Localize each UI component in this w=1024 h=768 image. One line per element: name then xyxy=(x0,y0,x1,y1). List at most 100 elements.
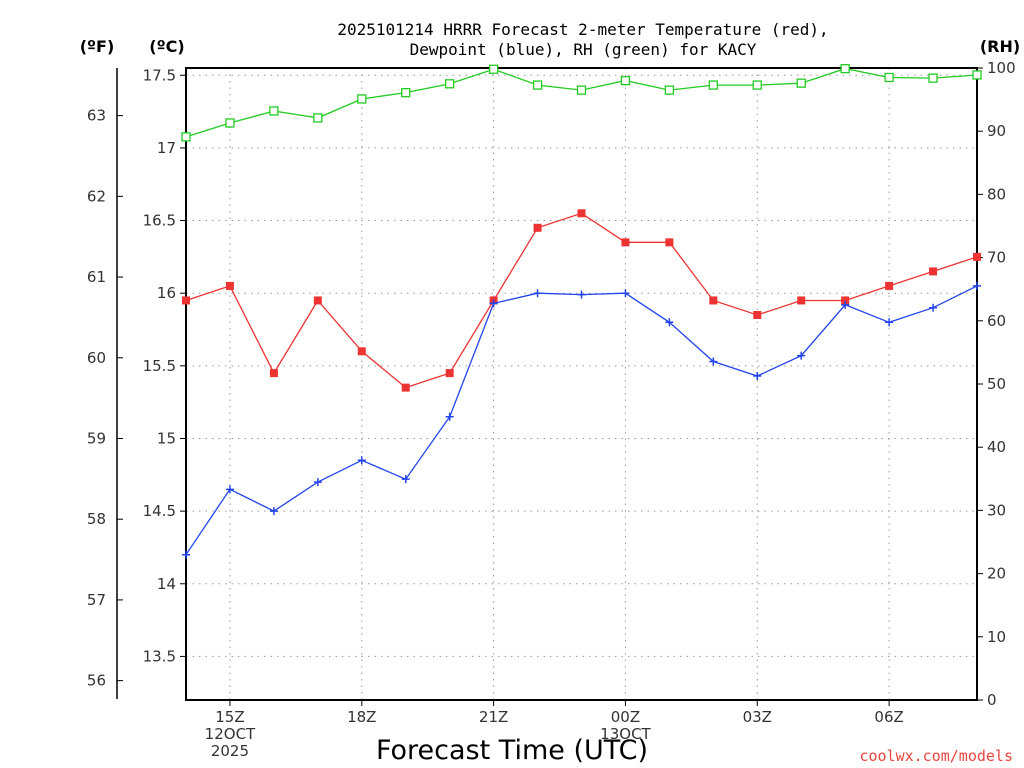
dewpoint-point xyxy=(665,318,674,327)
chart-title-line-1: 2025101214 HRRR Forecast 2-meter Tempera… xyxy=(337,20,828,39)
dewpoint-point xyxy=(357,456,366,465)
rh-tick-label: 60 xyxy=(987,312,1006,330)
celsius-tick-label: 15.5 xyxy=(143,357,176,375)
dewpoint-point xyxy=(885,318,894,327)
dewpoint-point xyxy=(269,507,278,516)
temperature-point xyxy=(269,369,278,378)
rh-tick-label: 10 xyxy=(987,628,1006,646)
fahrenheit-tick-label: 60 xyxy=(87,349,106,367)
dewpoint-point xyxy=(973,281,981,290)
rh-series xyxy=(181,63,982,142)
dewpoint-point xyxy=(577,290,586,299)
temperature-point xyxy=(621,238,630,247)
rh-point xyxy=(796,78,806,88)
dewpoint-point xyxy=(401,475,410,484)
time-tick-label: 03Z xyxy=(743,708,772,726)
dewpoint-point xyxy=(445,412,454,421)
plot-frame xyxy=(185,67,978,701)
time-tick-label: 00Z xyxy=(611,708,640,726)
rh-point xyxy=(620,75,631,86)
dewpoint-point xyxy=(313,478,322,487)
temperature-series xyxy=(182,209,981,392)
rh-point xyxy=(752,80,762,90)
rh-tick-label: 90 xyxy=(987,122,1006,140)
time-tick-label: 13OCT xyxy=(600,725,651,743)
celsius-tick-label: 16 xyxy=(157,284,176,302)
temperature-point xyxy=(753,310,762,319)
credit-text: coolwx.com/models xyxy=(859,747,1013,765)
time-tick-label: 15Z xyxy=(215,708,244,726)
temperature-point xyxy=(401,383,410,392)
rh-point xyxy=(269,106,279,116)
rh-tick-label: 40 xyxy=(987,438,1006,456)
x-axis-label: Forecast Time (UTC) xyxy=(376,735,648,766)
celsius-axis-ticks: 13.5 14 14.5 15 15.5 16 16.5 17 17.5 xyxy=(143,66,186,665)
rh-unit-label: (RH) xyxy=(980,37,1020,56)
rh-point xyxy=(884,72,894,83)
celsius-tick-label: 17 xyxy=(157,139,176,157)
series-layer xyxy=(181,63,982,559)
rh-point xyxy=(357,94,367,104)
temperature-point xyxy=(225,281,234,290)
dewpoint-point xyxy=(489,299,498,308)
fahrenheit-tick-label: 57 xyxy=(87,591,106,609)
fahrenheit-unit-label: (ºF) xyxy=(80,37,115,56)
fahrenheit-tick-label: 63 xyxy=(87,107,106,125)
rh-tick-label: 50 xyxy=(987,375,1006,393)
rh-tick-label: 70 xyxy=(987,249,1006,267)
gridlines xyxy=(186,68,977,700)
dewpoint-series xyxy=(182,281,981,559)
temperature-point xyxy=(182,296,190,305)
fahrenheit-tick-label: 56 xyxy=(87,672,106,690)
temperature-point xyxy=(929,267,938,276)
celsius-unit-label: (ºC) xyxy=(149,37,184,56)
dewpoint-line xyxy=(185,285,978,556)
rh-point xyxy=(840,63,850,74)
rh-point xyxy=(488,64,499,74)
celsius-tick-label: 14 xyxy=(157,575,176,593)
temperature-point xyxy=(577,209,586,218)
dewpoint-point xyxy=(533,289,542,298)
rh-point xyxy=(401,87,411,98)
rh-tick-label: 20 xyxy=(987,565,1006,583)
dewpoint-point xyxy=(753,372,762,381)
temperature-point xyxy=(357,347,366,356)
temperature-point xyxy=(973,252,981,261)
celsius-tick-label: 13.5 xyxy=(143,647,176,665)
temperature-point xyxy=(445,369,454,378)
rh-tick-label: 100 xyxy=(987,59,1016,77)
temperature-point xyxy=(533,223,542,232)
fahrenheit-tick-label: 61 xyxy=(87,268,106,286)
temperature-point xyxy=(841,296,850,305)
dewpoint-point xyxy=(621,289,630,298)
dewpoint-point xyxy=(841,300,850,309)
celsius-tick-label: 17.5 xyxy=(143,66,176,84)
rh-point xyxy=(708,80,718,90)
rh-point xyxy=(972,70,982,80)
rh-point xyxy=(313,113,323,123)
rh-point xyxy=(225,118,235,128)
dewpoint-point xyxy=(182,550,190,559)
fahrenheit-tick-label: 62 xyxy=(87,187,106,205)
celsius-tick-label: 16.5 xyxy=(143,212,176,230)
temperature-point xyxy=(709,296,718,305)
rh-point xyxy=(532,80,543,90)
time-tick-label: 06Z xyxy=(874,708,903,726)
rh-tick-label: 80 xyxy=(987,185,1006,203)
rh-line xyxy=(185,67,978,138)
temperature-point xyxy=(665,238,674,247)
dewpoint-point xyxy=(929,303,938,312)
fahrenheit-axis-ticks: 56 57 58 59 60 61 62 63 xyxy=(87,107,123,690)
rh-tick-label: 0 xyxy=(987,691,997,709)
rh-tick-label: 30 xyxy=(987,501,1006,519)
time-tick-label: 2025 xyxy=(211,742,249,760)
time-tick-label: 21Z xyxy=(479,708,508,726)
temperature-point xyxy=(797,296,806,305)
temperature-line xyxy=(185,212,978,389)
rh-point xyxy=(445,79,455,89)
dewpoint-point xyxy=(797,351,806,360)
rh-point xyxy=(928,73,938,83)
temperature-point xyxy=(313,296,322,305)
